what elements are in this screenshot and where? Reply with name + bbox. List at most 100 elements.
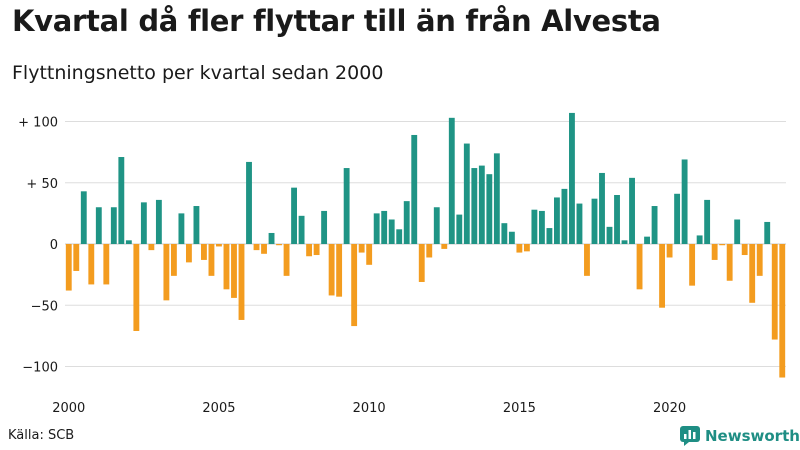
bar [493, 153, 500, 244]
bar [576, 203, 583, 244]
bar [185, 244, 192, 263]
bar [411, 134, 418, 244]
bar [321, 210, 328, 244]
bar [170, 244, 177, 276]
bar [689, 244, 696, 286]
bar [291, 187, 297, 244]
bar-chart: + 100 + 50 0 −50 −100 2000 2005 2010 2015 2020 [18, 112, 786, 416]
bar [441, 244, 448, 249]
bar [358, 244, 365, 253]
bar [403, 201, 410, 245]
bar [719, 244, 726, 246]
y-tick-label: −100 [22, 361, 58, 376]
bar [193, 206, 200, 244]
bar [216, 244, 222, 247]
bar [103, 244, 110, 285]
bar [366, 244, 373, 265]
bar [569, 112, 575, 244]
bar [388, 219, 395, 244]
bar [764, 221, 771, 244]
bar [779, 244, 786, 378]
bar [538, 210, 545, 244]
bar [396, 229, 403, 244]
bar [771, 244, 778, 340]
bar [268, 232, 275, 244]
bar [456, 214, 463, 244]
bar [696, 235, 703, 244]
bar [591, 198, 598, 244]
x-tick-label: 2015 [503, 401, 536, 416]
brand-logo[interactable]: Newsworthy [680, 424, 800, 448]
bar [88, 244, 95, 285]
bar [531, 209, 538, 244]
newsworthy-logo-icon [680, 426, 700, 446]
bar [659, 244, 666, 308]
bar [629, 177, 635, 244]
bar [65, 244, 72, 291]
bar [614, 195, 620, 244]
bar [741, 244, 748, 256]
bar [351, 244, 358, 327]
bar [734, 219, 741, 244]
bar [448, 117, 455, 244]
bar [261, 244, 267, 254]
bar [80, 191, 87, 244]
bar [343, 168, 350, 244]
bar [749, 244, 756, 303]
bar [486, 174, 493, 244]
x-tick-label: 2000 [52, 401, 85, 416]
bar [163, 244, 170, 301]
bar [418, 244, 425, 282]
bar [621, 240, 628, 244]
bar [73, 244, 80, 271]
bar [426, 244, 433, 258]
bar [155, 199, 162, 244]
bar [313, 244, 320, 256]
bar [644, 236, 650, 244]
bar [523, 244, 530, 252]
bar [283, 244, 290, 276]
bar [381, 210, 388, 244]
y-tick-label: + 50 [26, 177, 58, 192]
bar [336, 244, 343, 297]
bar [704, 199, 711, 244]
chart-title: Kvartal då fler flyttar till än från Alv… [12, 4, 661, 38]
grid-lines [65, 121, 786, 367]
y-tick-label: −50 [31, 299, 58, 314]
bar [756, 244, 763, 276]
bar [636, 244, 643, 290]
y-axis-ticks: + 100 + 50 0 −50 −100 [18, 116, 58, 376]
brand-name: Newsworthy [705, 427, 800, 445]
bar [148, 244, 155, 251]
bar [599, 172, 605, 244]
bar [140, 202, 147, 244]
y-tick-label: 0 [50, 238, 58, 253]
bar [238, 244, 245, 320]
bar [246, 161, 252, 244]
bar [306, 244, 313, 257]
bar [298, 215, 305, 244]
bar [201, 244, 207, 260]
bar [584, 244, 590, 276]
bar [508, 231, 515, 244]
bar [373, 213, 380, 245]
bar [674, 193, 681, 244]
x-tick-label: 2010 [353, 401, 386, 416]
source-note: Källa: SCB [8, 428, 75, 443]
bar [554, 197, 560, 244]
bar [118, 157, 125, 244]
bar [231, 244, 237, 298]
bar [681, 159, 688, 244]
y-tick-label: + 100 [18, 116, 58, 131]
x-tick-label: 2020 [653, 401, 686, 416]
bar [276, 244, 282, 246]
bars [65, 112, 786, 378]
bar [433, 207, 440, 244]
bar [478, 165, 485, 244]
bar [501, 223, 508, 244]
bar [95, 207, 102, 244]
bar [651, 206, 658, 244]
bar [471, 168, 478, 244]
bar [110, 207, 117, 244]
bar [253, 244, 260, 251]
